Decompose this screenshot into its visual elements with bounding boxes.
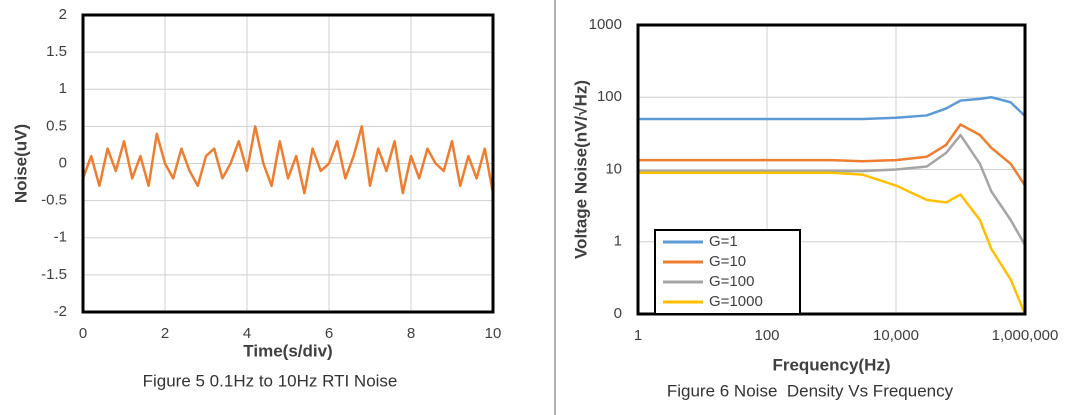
y-tick-label: 1.5 [46,43,67,60]
x-tick-label: 1 [634,327,642,344]
y-tick-label: -2 [54,303,67,320]
y-tick-label: 1000 [589,16,622,33]
x-tick-label: 1,000,000 [992,327,1059,344]
caption: Figure 5 0.1Hz to 10Hz RTI Noise [143,371,398,390]
x-tick-label: 4 [243,325,251,342]
y-tick-label: 0 [59,154,67,171]
x-tick-label: 10,000 [873,327,919,344]
legend-box [654,229,801,315]
y-tick-label: -0.5 [41,192,67,209]
x-tick-label: 2 [161,325,169,342]
y-axis-title: Voltage Noise(nV/√Hz) [571,80,590,259]
legend-label: G=100 [709,273,754,290]
series-line [81,125,495,195]
x-tick-label: 10 [485,325,502,342]
y-tick-label: 10 [605,160,622,177]
series-line [638,96,1026,121]
y-tick-label: 0 [614,305,622,322]
series-line [638,171,1027,315]
x-tick-label: 100 [754,327,779,344]
y-tick-label: -1 [54,229,67,246]
x-tick-label: 8 [407,325,415,342]
series-line [638,133,1027,246]
legend-label: G=1 [709,233,738,250]
y-tick-label: 1 [614,233,622,250]
x-axis-title: Frequency(Hz) [772,355,890,374]
plot-border [81,13,495,314]
y-tick-label: 2 [59,6,67,23]
y-tick-label: 100 [597,88,622,105]
legend-label: G=1000 [709,293,763,310]
y-tick-label: -1.5 [41,266,67,283]
legend: G=1 G=10 G=100 G=1000 [654,229,801,315]
x-tick-label: 6 [325,325,333,342]
plot-border [636,23,1027,316]
x-axis-title: Time(s/div) [243,341,332,360]
y-tick-label: 1 [59,80,67,97]
series-line [638,123,1027,187]
caption: Figure 6 Noise Density Vs Frequency [667,381,954,400]
y-tick-label: 0.5 [46,117,67,134]
legend-label: G=10 [709,253,746,270]
x-tick-label: 0 [79,325,87,342]
y-axis-title: Noise(uV) [11,124,30,203]
